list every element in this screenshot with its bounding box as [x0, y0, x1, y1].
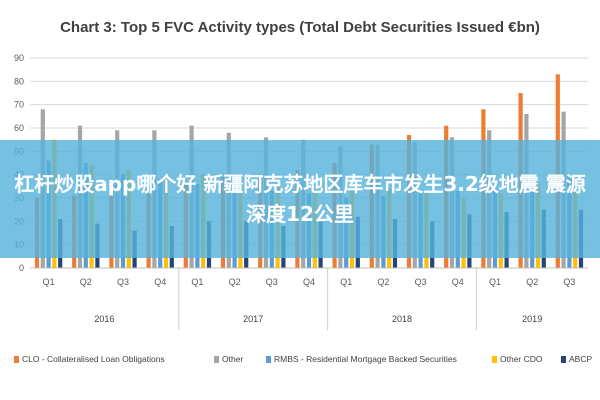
x-tick-label: Q1 — [191, 277, 203, 287]
y-tick-label: 0 — [19, 263, 24, 273]
y-tick-label: 90 — [14, 53, 24, 63]
year-label: 2017 — [243, 314, 263, 324]
x-tick-label: Q3 — [117, 277, 129, 287]
legend-swatch — [14, 356, 19, 363]
year-label: 2019 — [522, 314, 542, 324]
legend-swatch — [492, 356, 497, 363]
year-label: 2018 — [392, 314, 412, 324]
x-tick-label: Q1 — [43, 277, 55, 287]
legend-swatch — [561, 356, 566, 363]
x-tick-label: Q2 — [526, 277, 538, 287]
headline-banner[interactable]: 杠杆炒股app哪个好 新疆阿克苏地区库车市发生3.2级地震 震源深度12公里 — [0, 140, 600, 258]
year-label: 2016 — [94, 314, 114, 324]
x-tick-label: Q2 — [377, 277, 389, 287]
legend-label: RMBS - Residential Mortgage Backed Secur… — [274, 354, 457, 364]
chart-title: Chart 3: Top 5 FVC Activity types (Total… — [60, 19, 540, 36]
x-tick-label: Q2 — [229, 277, 241, 287]
x-tick-label: Q4 — [154, 277, 166, 287]
x-tick-label: Q3 — [266, 277, 278, 287]
y-tick-label: 60 — [14, 123, 24, 133]
x-tick-label: Q4 — [303, 277, 315, 287]
x-tick-label: Q1 — [340, 277, 352, 287]
legend-swatch — [214, 356, 219, 363]
x-tick-label: Q3 — [563, 277, 575, 287]
legend: CLO - Collateralised Loan Obligations Oth… — [14, 354, 592, 364]
legend-label: CLO - Collateralised Loan Obligations — [22, 354, 165, 364]
headline-text: 杠杆炒股app哪个好 新疆阿克苏地区库车市发生3.2级地震 震源深度12公里 — [14, 172, 586, 226]
legend-swatch — [266, 356, 271, 363]
x-axis-ticks: Q1 Q2 Q3 Q4 Q1 Q2 Q3 Q4 Q1 Q2 Q3 Q4 Q1 Q2 Q3 — [30, 267, 588, 287]
x-tick-label: Q2 — [80, 277, 92, 287]
y-tick-label: 70 — [14, 100, 24, 110]
year-labels: 2016 2017 2018 2019 — [94, 268, 542, 330]
x-tick-label: Q3 — [415, 277, 427, 287]
x-tick-label: Q4 — [452, 277, 464, 287]
legend-label: Other — [222, 354, 243, 364]
y-tick-label: 80 — [14, 76, 24, 86]
legend-label: Other CDO — [500, 354, 543, 364]
legend-label: ABCP — [569, 354, 592, 364]
x-tick-label: Q1 — [489, 277, 501, 287]
